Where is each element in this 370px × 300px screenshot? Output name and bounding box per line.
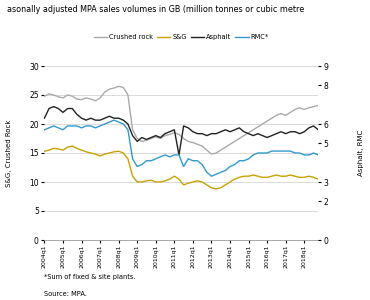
Asphalt xyxy=(177,153,181,157)
Asphalt xyxy=(139,136,144,139)
Crushed rock xyxy=(135,137,139,140)
Text: Source: MPA.: Source: MPA. xyxy=(44,291,87,297)
S&G xyxy=(139,180,144,184)
Asphalt xyxy=(135,140,139,143)
Asphalt xyxy=(51,105,56,108)
Crushed rock xyxy=(139,140,144,143)
Asphalt xyxy=(223,128,228,132)
Line: Crushed rock: Crushed rock xyxy=(44,86,318,154)
S&G xyxy=(93,152,98,156)
RMC* xyxy=(316,153,320,157)
Crushed rock xyxy=(126,93,130,97)
Asphalt xyxy=(93,118,98,122)
RMC* xyxy=(112,118,116,122)
S&G xyxy=(316,177,320,181)
RMC* xyxy=(88,124,93,128)
Crushed rock xyxy=(223,146,228,149)
Line: S&G: S&G xyxy=(44,146,318,189)
Text: S&G, Crushed Rock: S&G, Crushed Rock xyxy=(6,119,11,187)
S&G xyxy=(126,157,130,160)
S&G xyxy=(70,144,74,148)
Text: asonally adjusted MPA sales volumes in GB (million tonnes or cubic metre: asonally adjusted MPA sales volumes in G… xyxy=(7,4,305,14)
S&G xyxy=(42,149,47,153)
RMC* xyxy=(135,165,139,168)
RMC* xyxy=(209,174,214,178)
Asphalt xyxy=(42,116,47,120)
Asphalt xyxy=(117,116,121,120)
Crushed rock xyxy=(42,94,47,98)
Crushed rock xyxy=(88,97,93,101)
RMC* xyxy=(117,120,121,124)
Asphalt xyxy=(316,128,320,132)
RMC* xyxy=(42,128,47,132)
Crushed rock xyxy=(112,86,116,90)
Text: *Sum of fixed & site plants.: *Sum of fixed & site plants. xyxy=(44,274,136,280)
Line: Asphalt: Asphalt xyxy=(44,106,318,155)
S&G xyxy=(223,183,228,187)
RMC* xyxy=(223,169,228,172)
S&G xyxy=(117,149,121,153)
Crushed rock xyxy=(209,152,214,156)
Crushed rock xyxy=(316,103,320,107)
Crushed rock xyxy=(117,85,121,88)
Line: RMC*: RMC* xyxy=(44,120,318,176)
RMC* xyxy=(139,163,144,166)
Asphalt xyxy=(126,122,130,126)
RMC* xyxy=(126,128,130,132)
Text: Asphalt, RMC: Asphalt, RMC xyxy=(359,130,364,176)
S&G xyxy=(214,187,218,191)
S&G xyxy=(135,180,139,184)
Legend: Crushed rock, S&G, Asphalt, RMC*: Crushed rock, S&G, Asphalt, RMC* xyxy=(94,34,269,40)
